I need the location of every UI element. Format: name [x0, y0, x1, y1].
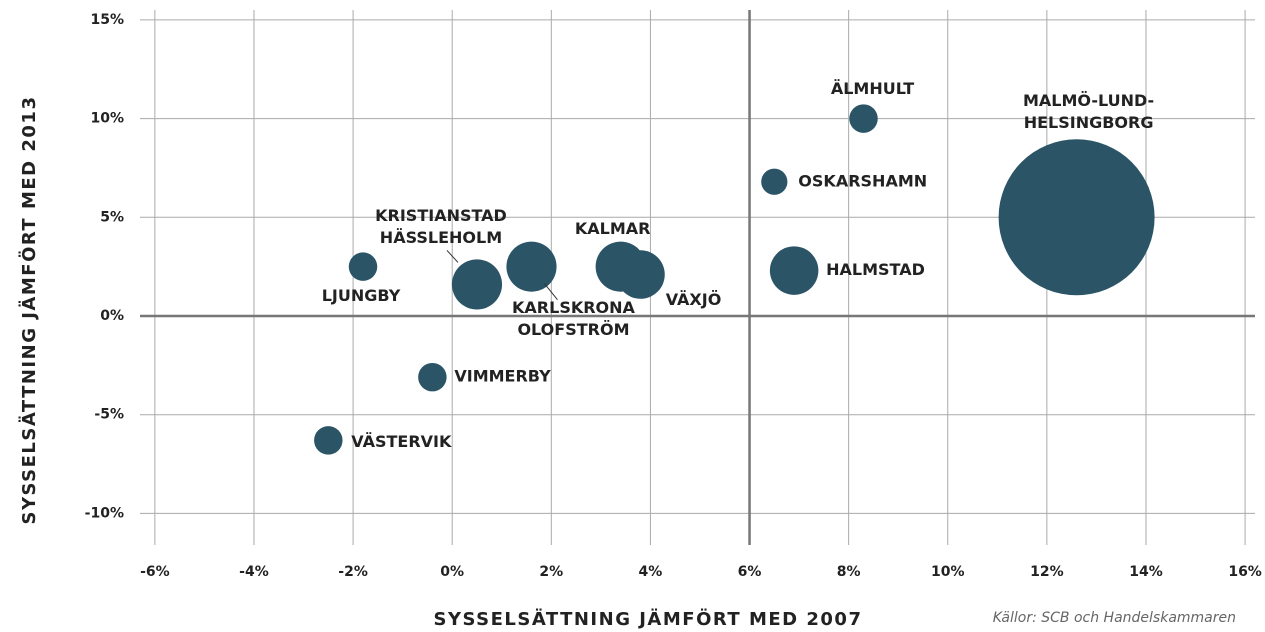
bubble	[506, 241, 557, 292]
point-label: OSKARSHAMN	[798, 171, 927, 190]
point-label: KRISTIANSTAD	[375, 206, 507, 225]
y-tick-label: 5%	[100, 209, 124, 225]
bubble	[849, 104, 878, 133]
y-tick-label: 10%	[90, 111, 124, 127]
point-label: KARLSKRONA	[512, 298, 636, 317]
leader-line	[544, 283, 558, 300]
point-label: VÄXJÖ	[666, 290, 722, 309]
x-tick-label: 4%	[639, 564, 663, 580]
x-tick-label: 14%	[1129, 564, 1163, 580]
x-tick-label: -4%	[239, 564, 269, 580]
x-tick-label: -6%	[140, 564, 170, 580]
point-label: HÄSSLEHOLM	[380, 228, 502, 247]
point-label: LJUNGBY	[322, 286, 401, 305]
point-label: ÄLMHULT	[831, 79, 914, 98]
bubble	[616, 250, 665, 299]
source: Källor: SCB och Handelskammaren	[993, 610, 1236, 626]
point-label: HALMSTAD	[826, 260, 925, 279]
x-tick-label: 6%	[738, 564, 762, 580]
bubble	[451, 259, 503, 310]
x-tick-label: 12%	[1030, 564, 1064, 580]
bubble	[998, 139, 1155, 296]
y-tick-label: 15%	[90, 12, 124, 28]
bubble	[314, 426, 343, 455]
x-tick-label: -2%	[338, 564, 368, 580]
bubble	[418, 362, 447, 392]
x-tick-label: 2%	[539, 564, 563, 580]
x-tick-label: 16%	[1228, 564, 1262, 580]
x-tick-label: 8%	[837, 564, 861, 580]
x-tick-label: 0%	[440, 564, 464, 580]
point-label: VÄSTERVIK	[351, 432, 452, 451]
x-tick-label: 10%	[931, 564, 965, 580]
bubble	[769, 246, 819, 295]
point-label: OLOFSTRÖM	[517, 320, 629, 339]
point-label: HELSINGBORG	[1024, 113, 1154, 132]
point-label: KALMAR	[575, 219, 651, 238]
point-label: MALMÖ-LUND-	[1023, 91, 1154, 110]
bubble	[348, 252, 378, 281]
y-tick-label: -10%	[85, 505, 124, 521]
leader-line	[446, 250, 459, 263]
bubble	[761, 168, 788, 195]
y-axis-title: SYSSELSÄTTNING JÄMFÖRT MED 2013	[18, 96, 40, 525]
y-tick-label: 0%	[100, 308, 124, 324]
x-axis-title: SYSSELSÄTTNING JÄMFÖRT MED 2007	[434, 608, 863, 630]
point-label: VIMMERBY	[454, 367, 551, 386]
y-tick-label: -5%	[94, 407, 124, 423]
